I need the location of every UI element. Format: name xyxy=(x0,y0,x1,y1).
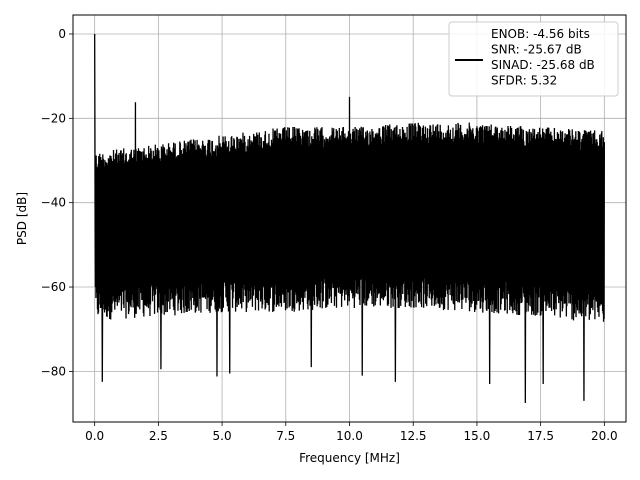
y-tick-label: 0 xyxy=(58,27,66,41)
x-tick-label: 10.0 xyxy=(336,429,363,443)
y-axis-label: PSD [dB] xyxy=(15,192,29,245)
x-tick-label: 12.5 xyxy=(400,429,427,443)
y-tick-label: −20 xyxy=(41,111,66,125)
x-tick-label: 0.0 xyxy=(85,429,104,443)
x-tick-label: 5.0 xyxy=(213,429,232,443)
y-tick-label: −40 xyxy=(41,196,66,210)
y-axis: 0 −20 −40 −60 −80 xyxy=(41,27,73,378)
legend-box xyxy=(448,21,619,97)
x-tick-label: 15.0 xyxy=(464,429,491,443)
y-tick-label: −80 xyxy=(41,364,66,378)
x-tick-label: 2.5 xyxy=(149,429,168,443)
psd-line xyxy=(94,33,605,404)
legend-entry: ENOB: -4.56 bits xyxy=(491,27,590,41)
x-tick-label: 7.5 xyxy=(276,429,295,443)
legend-entry: SFDR: 5.32 xyxy=(491,74,557,88)
x-axis-label: Frequency [MHz] xyxy=(299,451,400,465)
legend-entry: SINAD: -25.68 dB xyxy=(491,58,595,72)
x-tick-label: 20.0 xyxy=(591,429,618,443)
psd-series xyxy=(94,33,605,404)
x-tick-label: 17.5 xyxy=(527,429,554,443)
y-tick-label: −60 xyxy=(41,280,66,294)
x-axis: 0.0 2.5 5.0 7.5 10.0 12.5 15.0 17.5 20.0 xyxy=(85,422,618,443)
legend-entry: SNR: -25.67 dB xyxy=(491,43,582,57)
